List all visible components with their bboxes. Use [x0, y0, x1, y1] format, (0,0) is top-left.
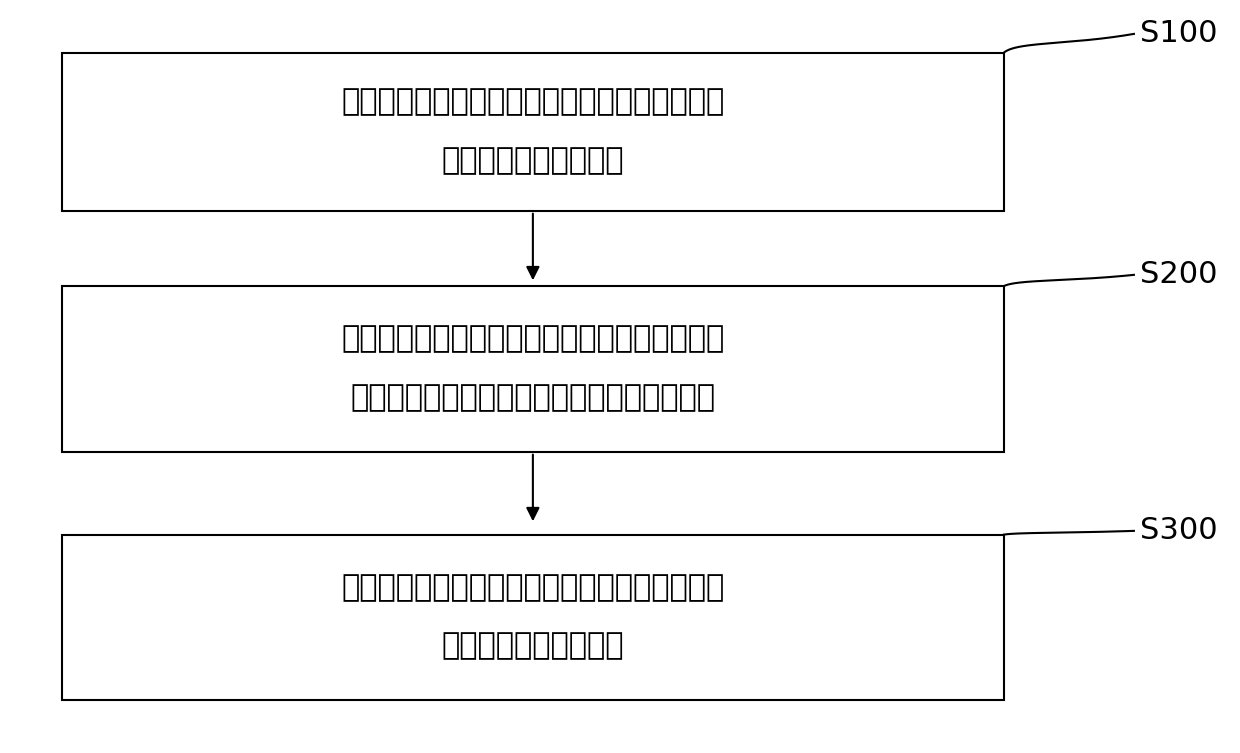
- Text: 温度值作为当前温度值: 温度值作为当前温度值: [441, 146, 624, 175]
- Text: 对结果打开或关闭预设的一个或多个散热通道: 对结果打开或关闭预设的一个或多个散热通道: [351, 383, 715, 412]
- Text: S100: S100: [1140, 20, 1218, 48]
- Bar: [62, 286, 1004, 452]
- Bar: [62, 53, 1004, 211]
- Text: 获取一个或多个目标区域内的温度值，将获取的: 获取一个或多个目标区域内的温度值，将获取的: [341, 87, 724, 116]
- Text: 度值低于预设温度阈值: 度值低于预设温度阈值: [441, 632, 624, 660]
- Bar: [62, 535, 1004, 700]
- Text: S200: S200: [1140, 261, 1218, 289]
- Text: 控制空气在散热通道中流动，使目标区域内的温: 控制空气在散热通道中流动，使目标区域内的温: [341, 573, 724, 602]
- Text: S300: S300: [1140, 517, 1218, 545]
- Text: 将当前温度值与预设温度阈值进行比对，根据比: 将当前温度值与预设温度阈值进行比对，根据比: [341, 325, 724, 353]
